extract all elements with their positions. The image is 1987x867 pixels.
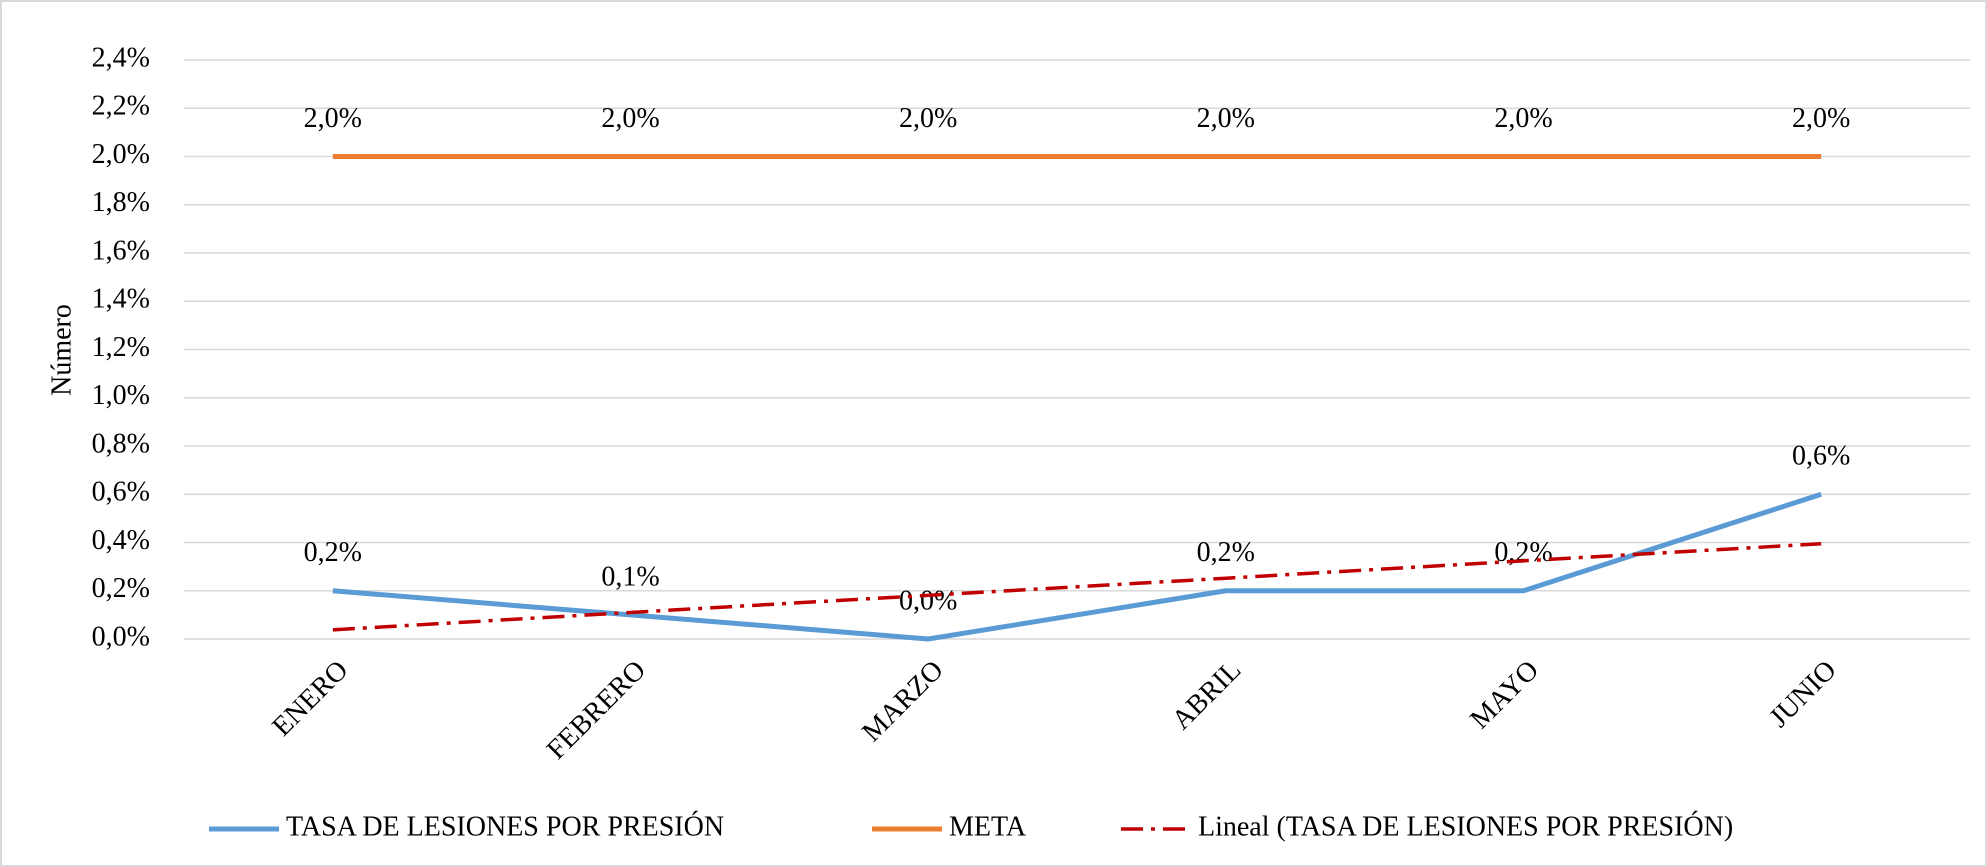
y-axis-title: Número	[46, 304, 77, 396]
legend-label: META	[949, 811, 1027, 842]
y-tick-label: 0,8%	[92, 428, 150, 459]
data-label: 0,2%	[1197, 537, 1255, 568]
data-label: 2,0%	[899, 103, 957, 134]
data-label: 2,0%	[1494, 103, 1552, 134]
y-tick-label: 1,0%	[92, 380, 150, 411]
data-label: 2,0%	[304, 103, 362, 134]
y-tick-label: 2,2%	[92, 91, 150, 122]
data-label: 0,2%	[304, 537, 362, 568]
y-tick-label: 1,4%	[92, 284, 150, 315]
data-label: 0,0%	[899, 585, 957, 616]
y-tick-label: 1,8%	[92, 187, 150, 218]
y-tick-label: 2,0%	[92, 139, 150, 170]
data-label: 0,1%	[601, 561, 659, 592]
y-tick-label: 0,2%	[92, 573, 150, 604]
legend-label: Lineal (TASA DE LESIONES POR PRESIÓN)	[1198, 811, 1733, 842]
y-tick-label: 0,4%	[92, 525, 150, 556]
data-label: 2,0%	[601, 103, 659, 134]
y-tick-label: 1,2%	[92, 332, 150, 363]
data-label: 0,2%	[1494, 537, 1552, 568]
legend-label: TASA DE LESIONES POR PRESIÓN	[286, 811, 724, 842]
data-label: 0,6%	[1792, 441, 1850, 472]
series-line	[332, 491, 1822, 642]
y-tick-label: 0,6%	[92, 477, 150, 508]
series-line	[332, 541, 1822, 632]
data-label: 2,0%	[1792, 103, 1850, 134]
y-tick-label: 1,6%	[92, 235, 150, 266]
data-label: 2,0%	[1197, 103, 1255, 134]
y-tick-label: 0,0%	[92, 621, 150, 652]
y-tick-label: 2,4%	[92, 42, 150, 73]
